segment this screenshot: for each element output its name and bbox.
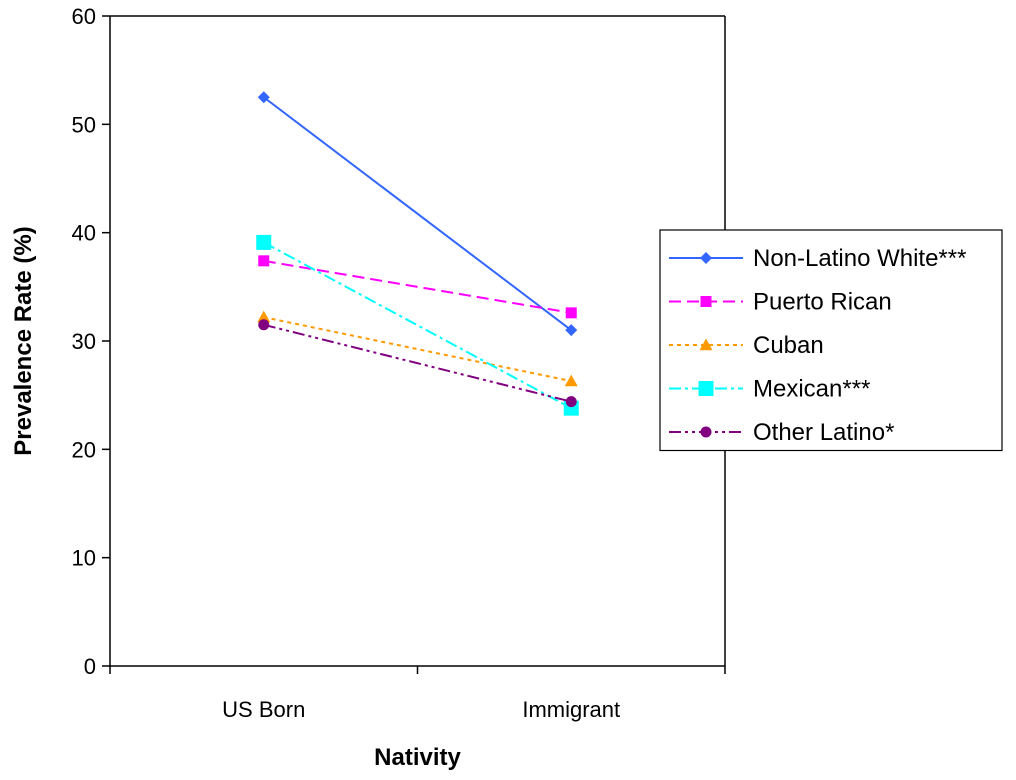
data-point — [257, 91, 270, 104]
data-point — [256, 234, 272, 250]
data-point — [564, 374, 578, 387]
legend-item: Other Latino* — [669, 419, 894, 446]
x-axis-title: Nativity — [374, 744, 461, 771]
y-tick-label: 10 — [72, 546, 96, 571]
data-point — [257, 310, 271, 323]
series-0 — [257, 91, 578, 337]
y-tick-label: 0 — [84, 654, 96, 679]
series-2 — [257, 310, 578, 387]
legend-label: Cuban — [753, 332, 824, 359]
legend-item: Cuban — [669, 332, 824, 359]
series-group — [256, 91, 579, 416]
y-tick-label: 20 — [72, 437, 96, 462]
legend-marker — [700, 296, 712, 307]
legend: Non-Latino White*** Puerto Rican Cuban Mexi… — [659, 229, 1003, 452]
legend-box — [659, 229, 1003, 452]
series-line — [263, 241, 572, 410]
y-tick-label: 40 — [72, 221, 96, 246]
legend-marker — [700, 252, 712, 264]
data-point — [565, 324, 578, 337]
series-4 — [258, 319, 577, 408]
series-line — [263, 323, 572, 403]
legend-label: Puerto Rican — [753, 289, 892, 316]
series-1 — [258, 255, 577, 319]
legend-label: Non-Latino White*** — [753, 245, 966, 272]
data-point — [565, 396, 577, 408]
legend-item: Non-Latino White*** — [669, 245, 966, 272]
legend-marker — [698, 381, 714, 396]
y-axis-title: Prevalence Rate (%) — [10, 226, 37, 455]
data-point — [258, 255, 270, 267]
legend-label: Mexican*** — [753, 376, 870, 403]
data-point — [565, 307, 577, 319]
legend-marker — [699, 338, 713, 351]
x-ticks: US Born Immigrant — [109, 666, 726, 722]
y-tick-label: 60 — [72, 4, 96, 29]
x-tick-label: US Born — [222, 697, 305, 722]
series-line — [263, 96, 572, 331]
legend-marker — [700, 426, 712, 438]
data-point — [258, 319, 270, 331]
legend-label: Other Latino* — [753, 419, 894, 446]
legend-item: Puerto Rican — [669, 289, 892, 316]
series-line — [263, 316, 572, 383]
y-tick-label: 30 — [72, 329, 96, 354]
x-tick-label: Immigrant — [522, 697, 620, 722]
series-line — [263, 259, 572, 314]
y-ticks: 0 10 20 30 40 50 60 — [72, 4, 110, 679]
axes — [109, 15, 726, 667]
legend-item: Mexican*** — [669, 376, 870, 403]
y-tick-label: 50 — [72, 112, 96, 137]
